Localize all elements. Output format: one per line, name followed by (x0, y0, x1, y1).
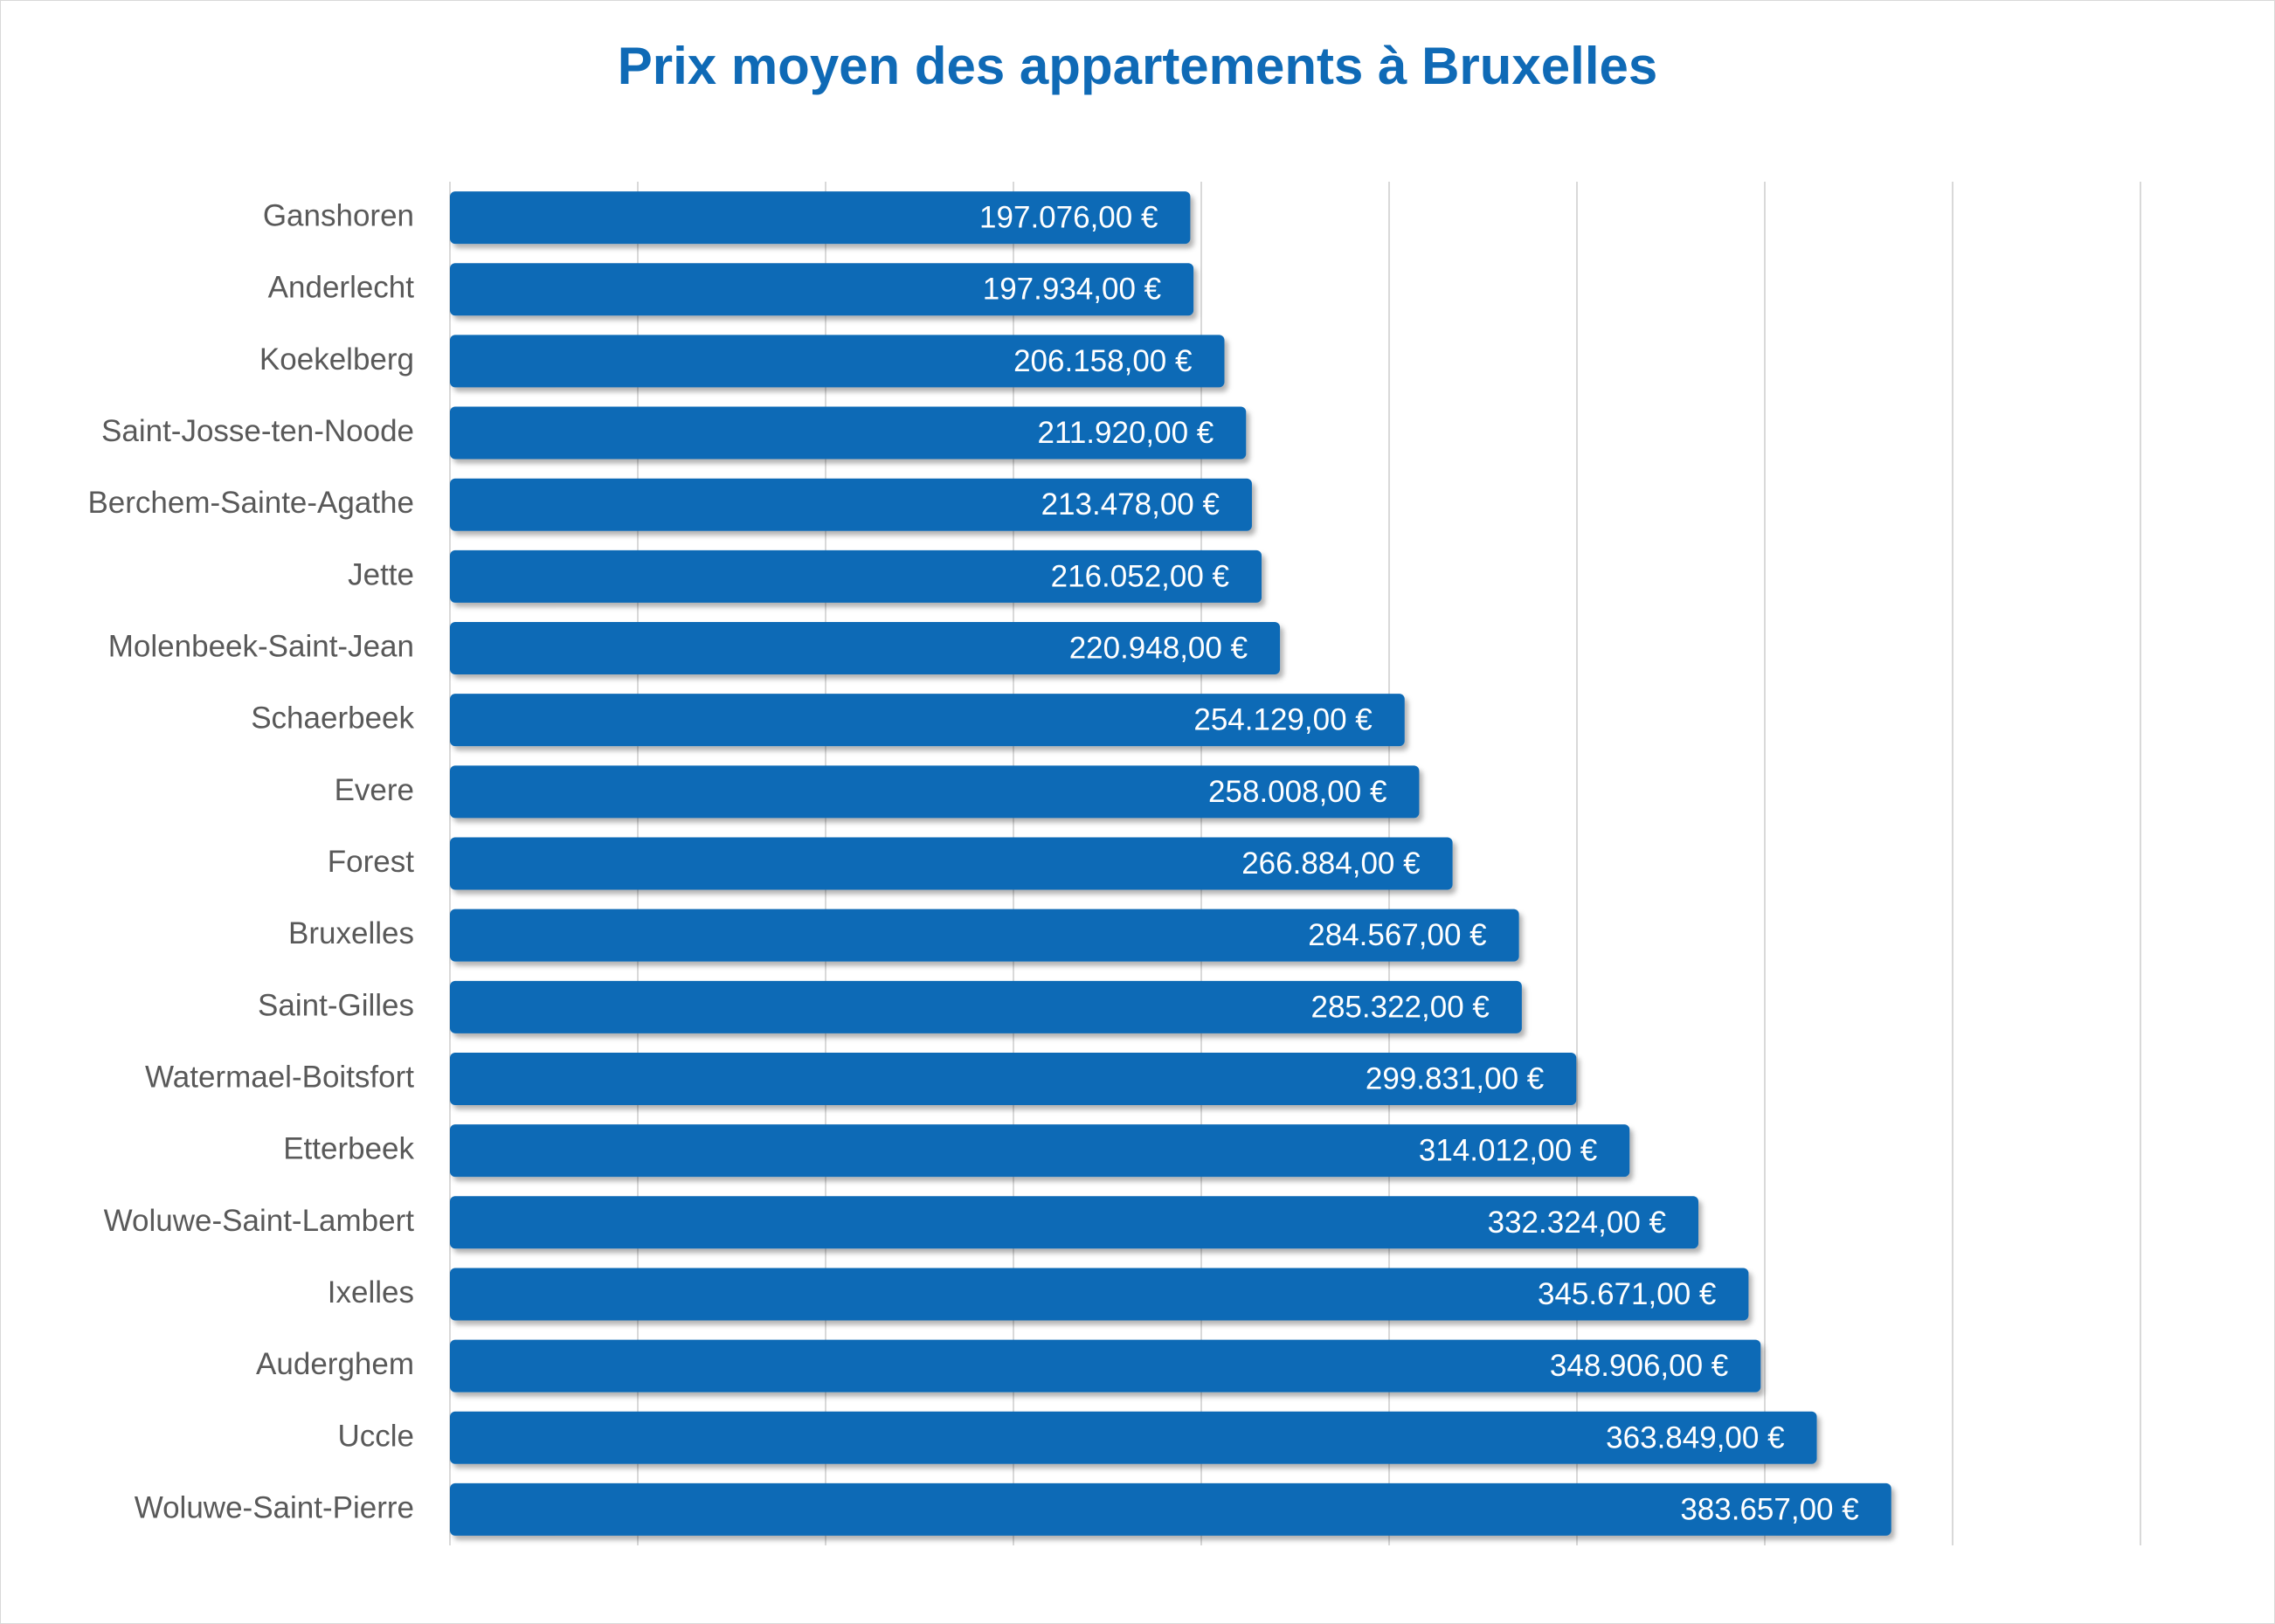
bar (450, 837, 1453, 890)
bar (450, 765, 1420, 819)
bar (450, 1482, 1891, 1536)
bar-value-label: 345.671,00 € (1538, 1277, 1716, 1311)
bar (450, 1052, 1577, 1105)
category-label: Anderlecht (268, 271, 415, 305)
category-label: Molenbeek-Saint-Jean (108, 630, 414, 664)
bar-value-label: 314.012,00 € (1419, 1134, 1597, 1168)
bar-value-label: 332.324,00 € (1488, 1206, 1666, 1240)
bar (450, 1411, 1817, 1464)
category-label: Ixelles (328, 1275, 414, 1310)
bar (450, 335, 1225, 388)
category-label: Forest (328, 845, 414, 879)
bar-value-label: 363.849,00 € (1606, 1420, 1784, 1455)
bar (450, 478, 1252, 531)
category-labels: Ganshoren Anderlecht Koekelberg Saint-Josse… (87, 199, 414, 1525)
bar (450, 1339, 1761, 1392)
category-label: Woluwe-Saint-Lambert (104, 1204, 415, 1238)
bar-value-label: 266.884,00 € (1241, 847, 1420, 881)
bar-value-label: 258.008,00 € (1208, 775, 1386, 809)
category-label: Saint-Gilles (258, 988, 414, 1022)
bar (450, 406, 1247, 460)
bar-value-label: 285.322,00 € (1311, 990, 1490, 1024)
bar-value-label: 383.657,00 € (1680, 1492, 1858, 1526)
bar-value-label: 348.906,00 € (1550, 1349, 1728, 1383)
category-label: Bruxelles (288, 916, 414, 950)
bar (450, 549, 1262, 603)
bar (450, 694, 1405, 747)
bar-value-label: 284.567,00 € (1308, 918, 1486, 952)
bar (450, 980, 1522, 1033)
bar (450, 622, 1281, 675)
bar-value-label: 213.478,00 € (1041, 487, 1220, 522)
category-label: Koekelberg (259, 342, 414, 377)
category-label: Etterbeek (283, 1132, 414, 1166)
category-label: Ganshoren (263, 199, 414, 233)
chart-title: Prix moyen des appartements à Bruxelles (617, 37, 1658, 95)
category-label: Woluwe-Saint-Pierre (135, 1490, 414, 1524)
category-label: Uccle (337, 1419, 414, 1453)
bar (450, 1124, 1630, 1178)
bar-value-label: 197.076,00 € (979, 201, 1158, 235)
bar (450, 191, 1191, 245)
bar-value-label: 299.831,00 € (1366, 1061, 1544, 1095)
category-label: Berchem-Sainte-Agathe (87, 486, 414, 520)
category-label: Schaerbeek (251, 701, 414, 736)
category-label: Saint-Josse-ten-Noode (101, 414, 414, 448)
bar-value-label: 220.948,00 € (1069, 632, 1248, 666)
bars (450, 191, 1891, 1536)
bar-value-label: 206.158,00 € (1013, 344, 1192, 378)
category-label: Jette (348, 557, 414, 591)
category-label: Watermael-Boitsfort (145, 1060, 414, 1094)
category-label: Evere (335, 773, 414, 807)
bar (450, 263, 1194, 316)
bar (450, 909, 1519, 962)
bar (450, 1268, 1749, 1321)
bar-value-label: 211.920,00 € (1037, 416, 1214, 450)
bar-value-label: 197.934,00 € (983, 273, 1161, 307)
data-labels: 197.076,00 € 197.934,00 € 206.158,00 € 211.… (979, 201, 1859, 1527)
bar-value-label: 216.052,00 € (1051, 559, 1229, 593)
bar (450, 1196, 1698, 1249)
category-label: Auderghem (256, 1347, 414, 1381)
bar-value-label: 254.129,00 € (1193, 703, 1372, 737)
